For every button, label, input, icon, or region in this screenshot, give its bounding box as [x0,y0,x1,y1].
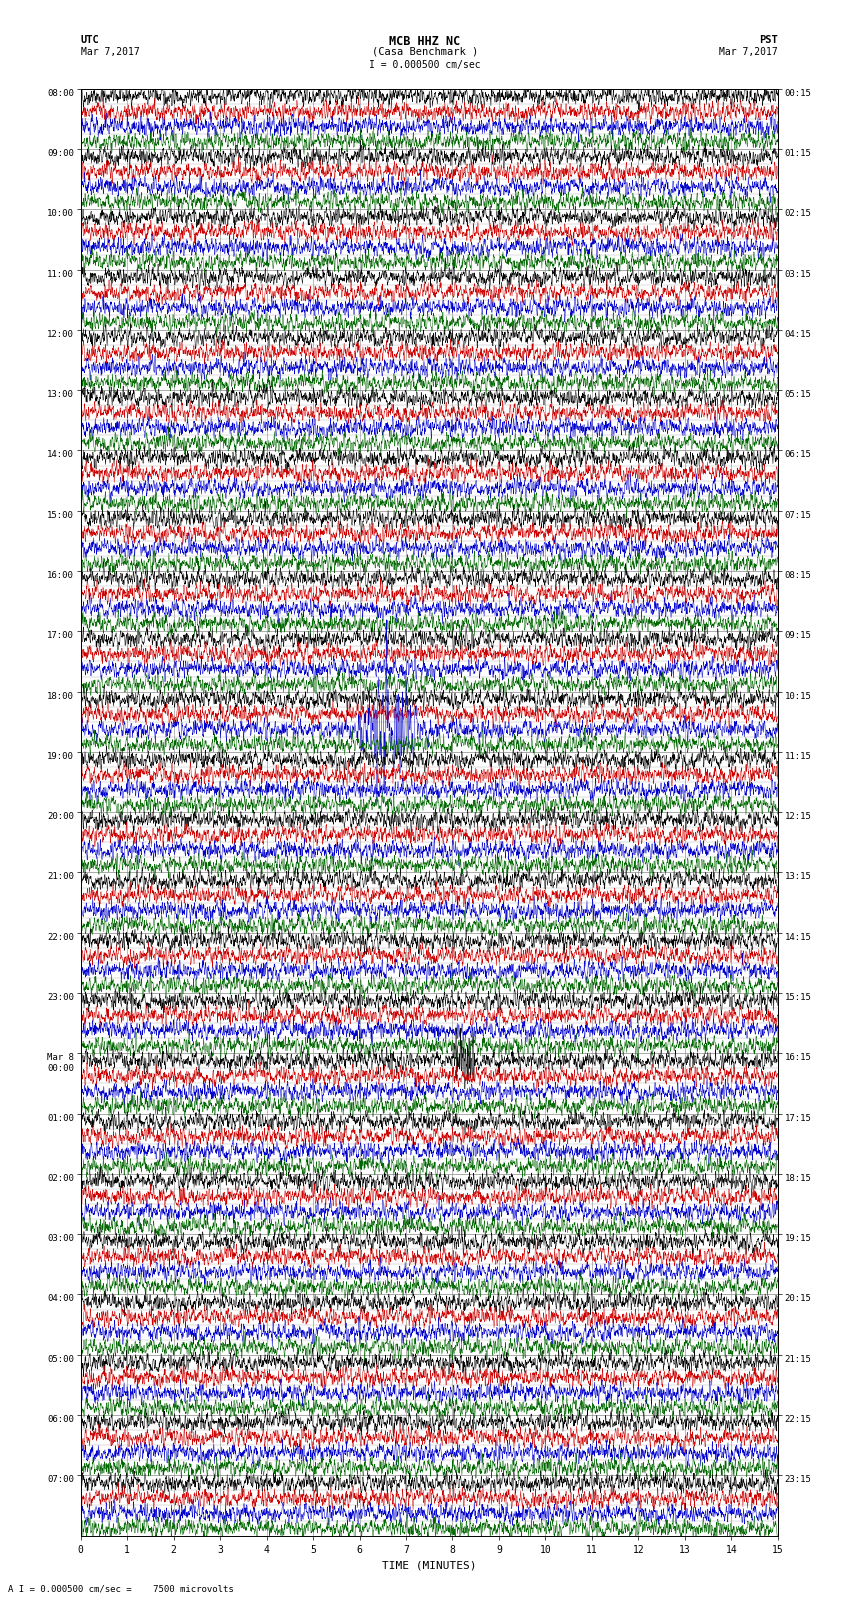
X-axis label: TIME (MINUTES): TIME (MINUTES) [382,1560,477,1569]
Text: UTC: UTC [81,35,99,45]
Text: Mar 7,2017: Mar 7,2017 [81,47,139,56]
Text: I = 0.000500 cm/sec: I = 0.000500 cm/sec [369,60,481,69]
Text: PST: PST [759,35,778,45]
Text: (Casa Benchmark ): (Casa Benchmark ) [371,47,478,56]
Text: MCB HHZ NC: MCB HHZ NC [389,35,461,48]
Text: A I = 0.000500 cm/sec =    7500 microvolts: A I = 0.000500 cm/sec = 7500 microvolts [8,1584,235,1594]
Text: Mar 7,2017: Mar 7,2017 [719,47,778,56]
